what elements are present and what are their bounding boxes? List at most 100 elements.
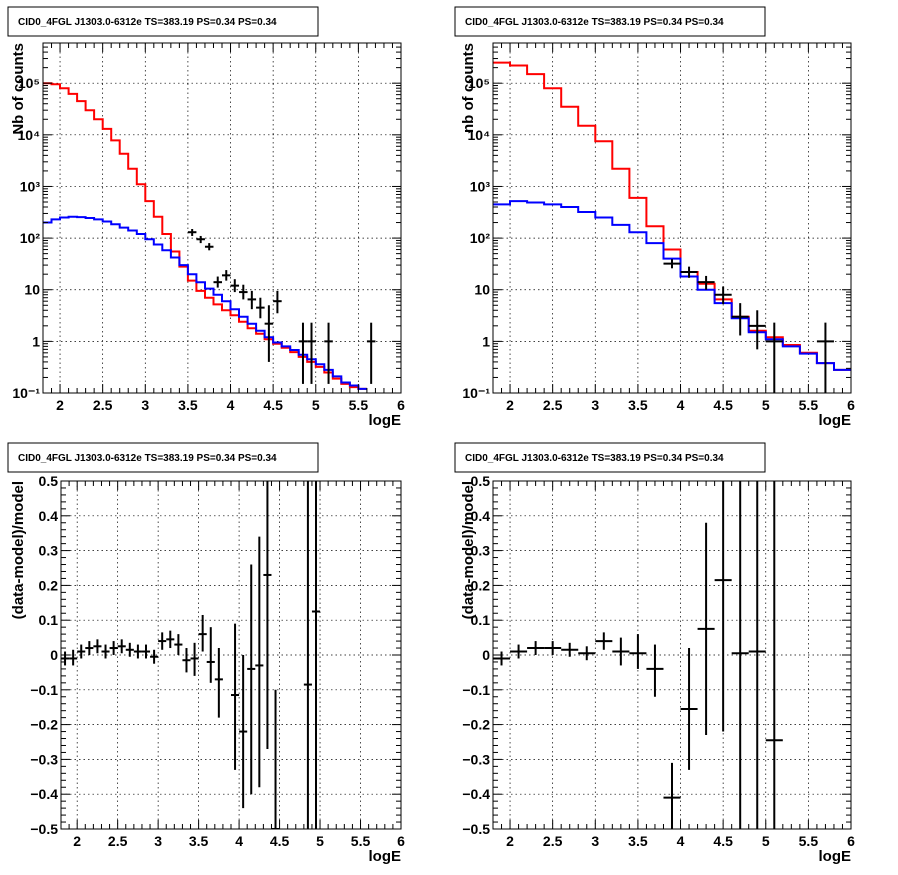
data-point [166,630,175,649]
y-tick-label: −0.2 [30,717,58,733]
y-axis-title: nb of counts [460,43,477,133]
data-point [748,481,766,829]
data-point [311,481,321,829]
data-point [239,284,248,300]
data-point [731,481,749,829]
data-point [256,297,265,319]
data-point [133,644,142,659]
y-tick-label: −0.1 [462,682,490,698]
x-tick-label: 3 [591,397,599,413]
y-tick-label: 10³ [20,178,41,194]
data-point [158,632,167,650]
x-tick-label: 2.5 [108,833,128,849]
y-tick-label: −0.1 [30,682,58,698]
chart-title: CID0_4FGL J1303.0-6312e TS=383.19 PS=0.3… [465,17,724,28]
x-axis-title: logE [819,412,852,429]
chart-title: CID0_4FGL J1303.0-6312e TS=383.19 PS=0.3… [18,453,277,464]
data-point [493,651,511,666]
x-tick-label: 2 [506,833,514,849]
y-tick-label: 10⁴ [18,127,41,143]
data-point [273,290,282,314]
data-point [109,641,118,655]
chart-title: CID0_4FGL J1303.0-6312e TS=383.19 PS=0.3… [18,17,277,28]
data-point [765,481,783,829]
data-point [247,290,257,310]
y-tick-label: 0.5 [39,473,59,489]
data-point [85,641,94,655]
x-tick-label: 5 [762,833,770,849]
y-tick-label: 0.2 [39,577,59,593]
histogram-series-red [43,82,367,390]
plot-area [493,61,851,393]
data-point [187,228,197,236]
data-point [101,644,110,659]
x-tick-label: 3 [154,833,162,849]
x-axis-title: logE [819,848,852,865]
y-tick-label: −0.4 [462,786,490,802]
x-tick-label: 6 [397,833,405,849]
y-tick-label: 0.4 [39,508,59,524]
x-tick-label: 3 [591,833,599,849]
chart-title: CID0_4FGL J1303.0-6312e TS=383.19 PS=0.3… [465,453,724,464]
data-point [255,536,264,788]
data-point [663,762,681,829]
x-tick-label: 5 [762,397,770,413]
y-tick-label: 1 [482,333,490,349]
plot-frame [42,42,402,394]
data-point [174,634,183,655]
data-point [69,649,78,666]
x-tick-label: 4 [677,397,685,413]
data-point [213,276,222,288]
data-point [680,266,698,278]
data-point [230,279,240,293]
y-tick-label: 0.3 [39,543,59,559]
data-point [697,522,715,736]
x-tick-label: 3.5 [628,397,648,413]
y-axis-title: Nb of counts [10,43,27,135]
title-box [7,6,319,37]
x-tick-label: 4 [227,397,235,413]
data-point [231,623,240,770]
data-point [263,481,272,749]
data-point [612,637,630,666]
data-point [544,641,562,655]
title-box [454,6,766,37]
chart-panel-p4: CID0_4FGL J1303.0-6312e TS=383.19 PS=0.3… [454,442,855,865]
y-tick-label: 10² [470,230,491,246]
y-tick-label: 0.1 [471,612,491,628]
y-tick-label: 0 [482,647,490,663]
data-point [663,259,681,269]
y-axis-title: (data-model)/model [10,481,27,619]
y-tick-label: −0.3 [462,751,490,767]
x-tick-label: 4 [235,833,243,849]
data-point [765,322,783,393]
data-point [731,303,749,336]
x-tick-label: 5.5 [799,833,819,849]
y-tick-label: 10⁴ [468,127,491,143]
x-tick-label: 2.5 [543,833,563,849]
y-tick-label: −0.3 [30,751,58,767]
x-tick-label: 3.5 [189,833,209,849]
y-tick-label: −0.5 [462,821,490,837]
data-point [646,644,664,697]
x-axis-title: logE [369,412,402,429]
y-axis-title: (data-model)/model [460,481,477,619]
histogram-series-blue [493,200,851,371]
y-tick-label: 0.3 [471,543,491,559]
x-tick-label: 2 [506,397,514,413]
x-tick-label: 4 [677,833,685,849]
x-tick-label: 3 [141,397,149,413]
x-tick-label: 6 [397,397,405,413]
y-tick-label: 0 [50,647,58,663]
data-point [714,286,732,304]
data-point [77,644,86,659]
data-point [206,627,215,683]
plot-area [43,82,376,390]
data-point [510,644,528,659]
x-axis-title: logE [369,848,402,865]
data-point [816,322,834,393]
data-point [196,235,205,244]
x-tick-label: 6 [847,833,855,849]
x-tick-label: 4.5 [270,833,290,849]
data-point [214,648,223,718]
